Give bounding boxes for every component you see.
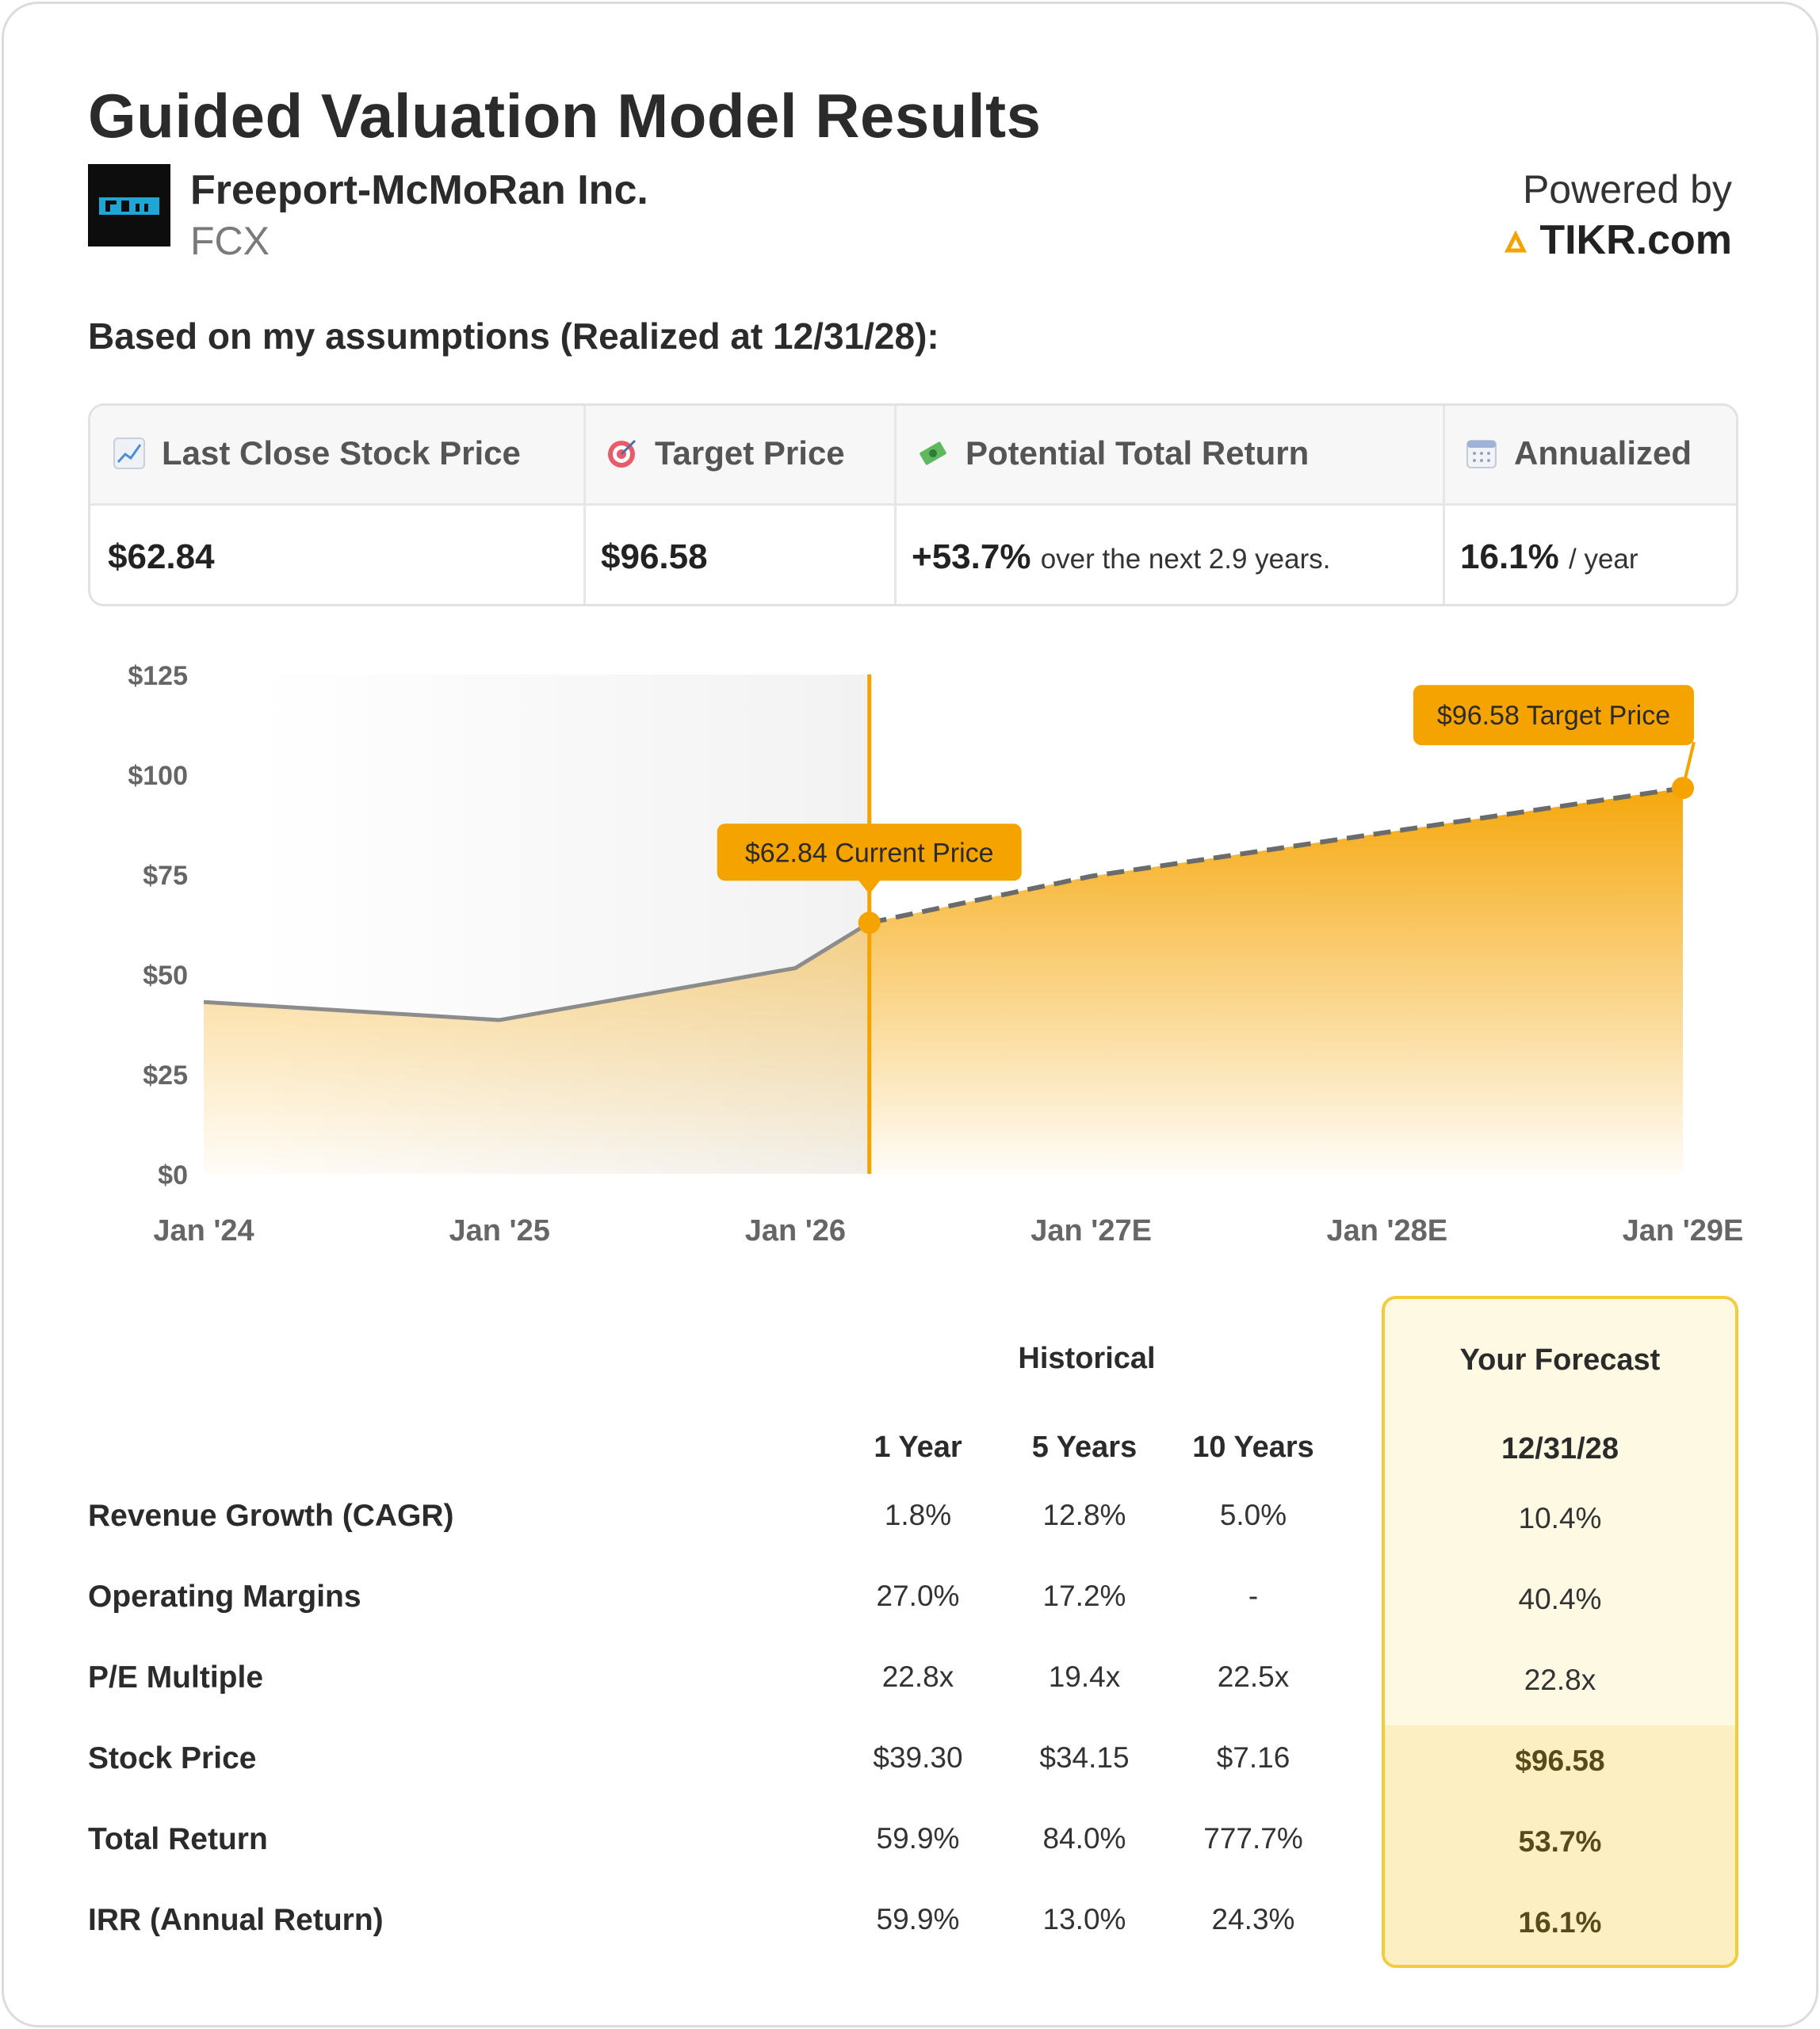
- historical-line: [203, 921, 871, 1022]
- row-label: Operating Margins: [88, 1580, 361, 1614]
- cell-y5: 17.2%: [1042, 1580, 1126, 1612]
- y-tick-label: $75: [143, 861, 188, 891]
- last-close-value: $62.84: [108, 537, 215, 576]
- tikr-brand-text: TIKR.com: [1539, 217, 1732, 263]
- cell-y1: 1.8%: [884, 1499, 952, 1531]
- x-tick-label: Jan '26: [745, 1214, 846, 1248]
- col-header-10-years: 10 Years: [1192, 1431, 1314, 1464]
- column-divider: [583, 406, 586, 604]
- forecast-header: Your Forecast: [1459, 1343, 1661, 1377]
- chart-increasing-icon: [113, 438, 145, 469]
- annualized-label: Annualized: [1514, 434, 1692, 472]
- comparison-table: Historical Your Forecast 1 Year 5 Years …: [4, 1288, 1820, 2001]
- summary-table: Last Close Stock Price Target Price Pote…: [88, 403, 1738, 606]
- y-tick-label: $25: [143, 1060, 188, 1091]
- historical-header: Historical: [1018, 1342, 1156, 1375]
- annualized-suffix: / year: [1569, 544, 1638, 575]
- cell-y10: 5.0%: [1219, 1499, 1287, 1531]
- column-divider: [1443, 406, 1445, 604]
- return-label: Potential Total Return: [965, 434, 1310, 472]
- row-label: P/E Multiple: [88, 1660, 264, 1695]
- col-header-1-year: 1 Year: [874, 1431, 962, 1464]
- target-price-callout-connector: [1681, 741, 1696, 789]
- return-value-cell: +53.7% over the next 2.9 years.: [912, 537, 1330, 577]
- forecast-date: 12/31/28: [1501, 1432, 1619, 1465]
- company-ticker: FCX: [190, 219, 270, 263]
- cell-y5: 19.4x: [1048, 1660, 1121, 1693]
- y-tick-label: $0: [158, 1160, 188, 1190]
- current-price-callout: [717, 823, 1022, 881]
- target-price-callout-text: $96.58 Target Price: [1437, 701, 1670, 731]
- target-icon: [608, 439, 637, 468]
- tikr-brand[interactable]: TIKR.com: [1505, 216, 1732, 264]
- last-close-header: Last Close Stock Price: [113, 434, 521, 472]
- annualized-header: Annualized: [1465, 434, 1692, 472]
- cell-y10: 24.3%: [1211, 1903, 1295, 1935]
- x-tick-label: Jan '28E: [1326, 1214, 1447, 1248]
- y-tick-label: $50: [143, 961, 188, 991]
- cell-y10: 22.5x: [1217, 1660, 1290, 1693]
- cell-forecast: $96.58: [1515, 1744, 1605, 1777]
- current-price-point: [858, 911, 881, 934]
- company-logo: [88, 164, 170, 246]
- row-label: IRR (Annual Return): [88, 1903, 384, 1937]
- cell-y1: 59.9%: [876, 1903, 960, 1935]
- forecast-dashed-line: [869, 785, 1684, 926]
- current-price-callout-pointer: [858, 880, 881, 895]
- cell-forecast: 10.4%: [1518, 1502, 1602, 1534]
- return-header: Potential Total Return: [916, 434, 1309, 472]
- target-header: Target Price: [606, 434, 845, 472]
- cell-forecast: 53.7%: [1518, 1825, 1602, 1858]
- x-tick-label: Jan '29E: [1623, 1214, 1744, 1248]
- cell-forecast: 40.4%: [1518, 1583, 1602, 1615]
- return-value: +53.7%: [912, 537, 1031, 576]
- price-chart: $0 $25 $50 $75 $100 $125 Jan '24 Jan '25 Jan '26…: [128, 661, 1744, 1248]
- x-tick-label: Jan '24: [153, 1214, 254, 1248]
- cell-y1: 22.8x: [881, 1660, 954, 1693]
- target-price-point: [1672, 777, 1694, 800]
- cell-y10: -: [1248, 1580, 1259, 1612]
- powered-by-label: Powered by: [1522, 167, 1732, 212]
- row-label: Revenue Growth (CAGR): [88, 1499, 454, 1533]
- cell-y5: $34.15: [1039, 1741, 1130, 1774]
- cell-y5: 13.0%: [1042, 1903, 1126, 1935]
- y-tick-label: $125: [128, 661, 188, 691]
- forecast-column: [1382, 1296, 1738, 1968]
- target-label: Target Price: [655, 434, 845, 472]
- tikr-logo-icon: [1505, 230, 1528, 253]
- cell-y1: $39.30: [873, 1741, 963, 1774]
- return-suffix: over the next 2.9 years.: [1040, 544, 1331, 575]
- x-tick-label: Jan '25: [449, 1214, 550, 1248]
- forecast-area: [869, 788, 1683, 1174]
- annualized-value: 16.1%: [1460, 537, 1559, 576]
- summary-header-row: [90, 406, 1736, 506]
- column-divider: [894, 406, 897, 604]
- cell-y10: $7.16: [1216, 1741, 1290, 1774]
- col-header-5-years: 5 Years: [1031, 1431, 1138, 1464]
- page-title: Guided Valuation Model Results: [88, 81, 1042, 151]
- x-tick-label: Jan '27E: [1030, 1214, 1152, 1248]
- cell-forecast: 16.1%: [1518, 1906, 1602, 1939]
- cell-forecast: 22.8x: [1524, 1664, 1596, 1696]
- company-name: Freeport-McMoRan Inc.: [190, 167, 648, 213]
- cell-y5: 12.8%: [1042, 1499, 1126, 1531]
- y-tick-label: $100: [128, 761, 188, 791]
- money-wings-icon: [920, 441, 946, 465]
- assumptions-subtitle: Based on my assumptions (Realized at 12/…: [88, 315, 939, 357]
- cell-y1: 59.9%: [876, 1822, 960, 1855]
- row-label: Total Return: [88, 1822, 268, 1856]
- cell-y5: 84.0%: [1042, 1822, 1126, 1855]
- row-label: Stock Price: [88, 1741, 257, 1775]
- forecast-highlight: [1385, 1725, 1735, 1965]
- target-value: $96.58: [601, 537, 708, 576]
- calendar-icon: [1466, 440, 1497, 468]
- cell-y10: 777.7%: [1203, 1822, 1303, 1855]
- target-price-callout: [1413, 685, 1694, 746]
- annualized-value-cell: 16.1% / year: [1460, 537, 1638, 577]
- last-close-label: Last Close Stock Price: [162, 434, 521, 472]
- current-price-callout-text: $62.84 Current Price: [745, 838, 994, 868]
- cell-y1: 27.0%: [876, 1580, 960, 1612]
